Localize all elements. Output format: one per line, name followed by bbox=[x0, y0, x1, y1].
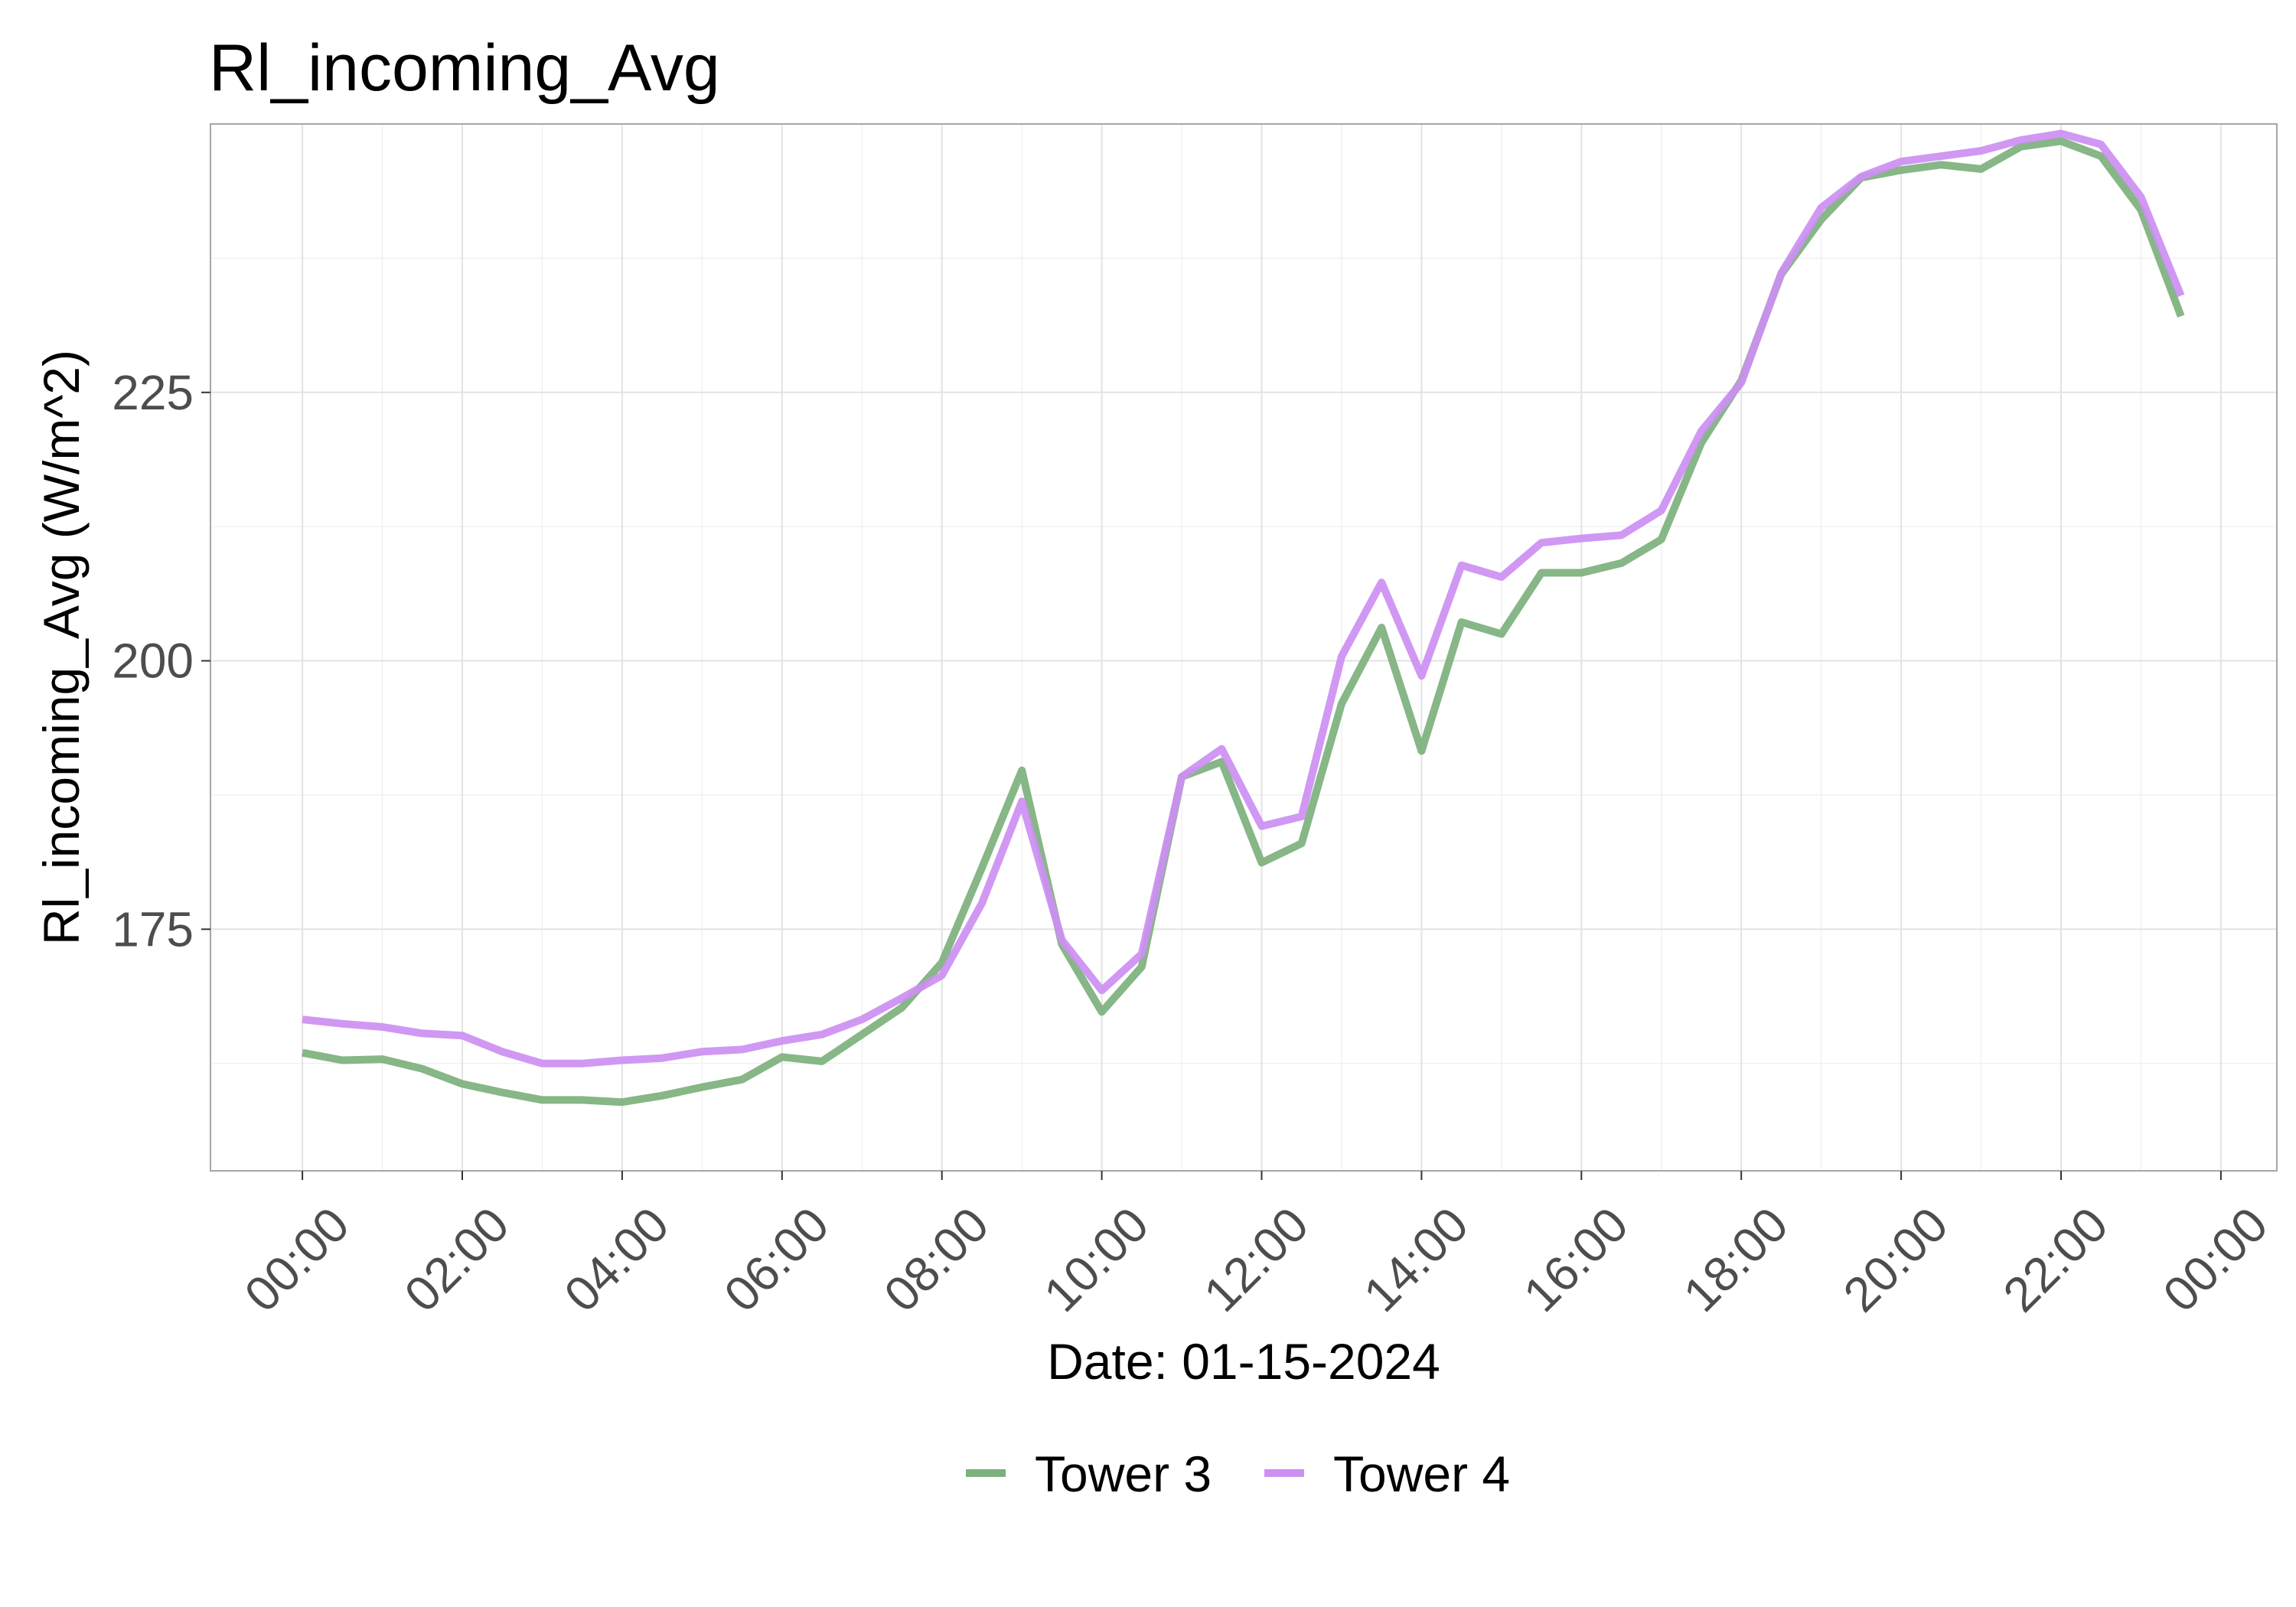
legend-label-2: Tower 4 bbox=[1333, 1446, 1510, 1502]
legend: Tower 3 Tower 4 bbox=[966, 1446, 1510, 1502]
series-line-2 bbox=[302, 129, 2185, 1068]
y-tick-label: 200 bbox=[112, 634, 194, 689]
y-axis: 175 200 225 bbox=[112, 365, 210, 957]
chart-title: Rl_incoming_Avg bbox=[209, 31, 720, 105]
plot-panel-border bbox=[210, 123, 2278, 1172]
legend-label-1: Tower 3 bbox=[1035, 1446, 1212, 1502]
y-tick-label: 175 bbox=[112, 901, 194, 957]
series-layer bbox=[302, 129, 2185, 1107]
x-axis-title: Date: 01-15-2024 bbox=[1047, 1333, 1440, 1390]
y-tick-label: 225 bbox=[112, 365, 194, 420]
y-axis-title: Rl_incoming_Avg (W/m^2) bbox=[33, 350, 90, 945]
major-gridlines bbox=[210, 124, 2277, 1171]
